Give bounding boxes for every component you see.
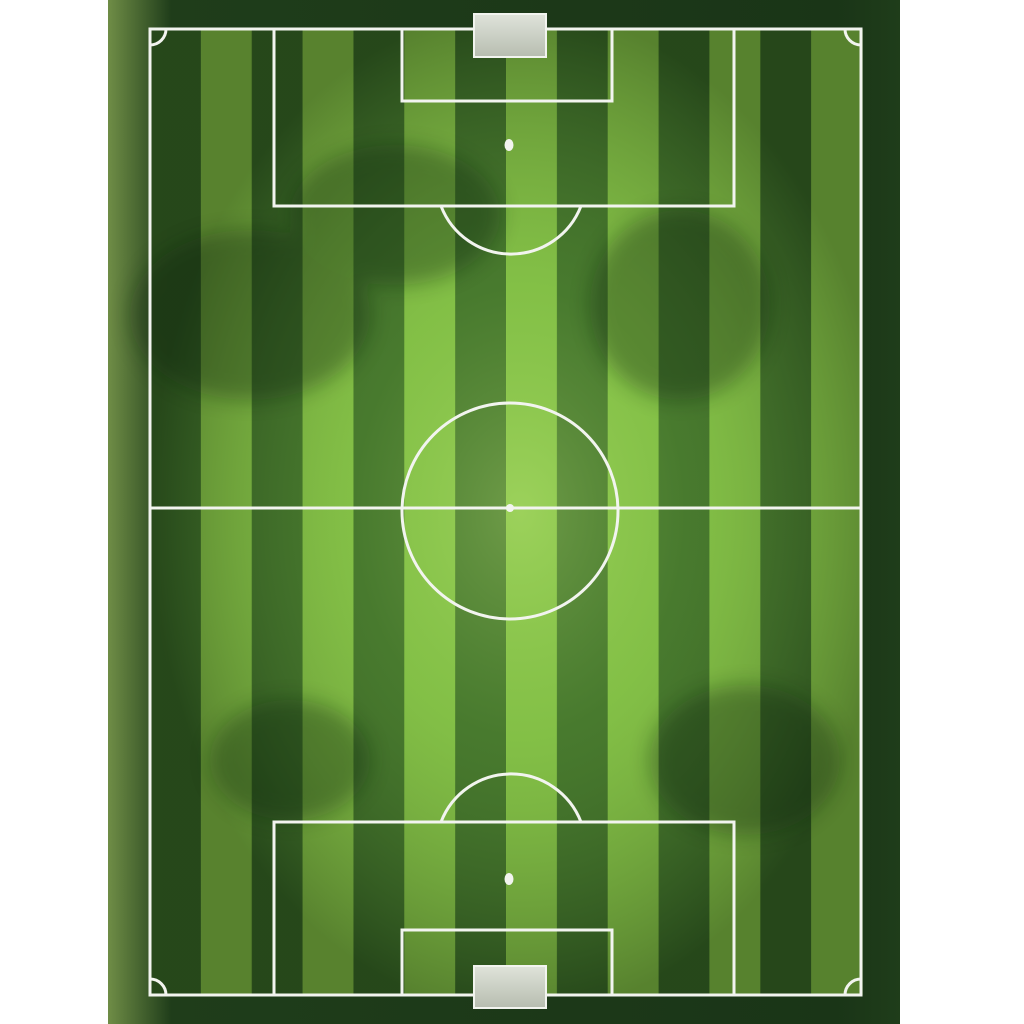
- lighting-overlay: [150, 28, 862, 996]
- top-penalty-spot: [505, 139, 514, 151]
- center-spot: [506, 504, 514, 512]
- bottom-goal: [474, 966, 546, 1008]
- top-goal: [474, 14, 546, 57]
- bottom-penalty-spot: [505, 873, 514, 885]
